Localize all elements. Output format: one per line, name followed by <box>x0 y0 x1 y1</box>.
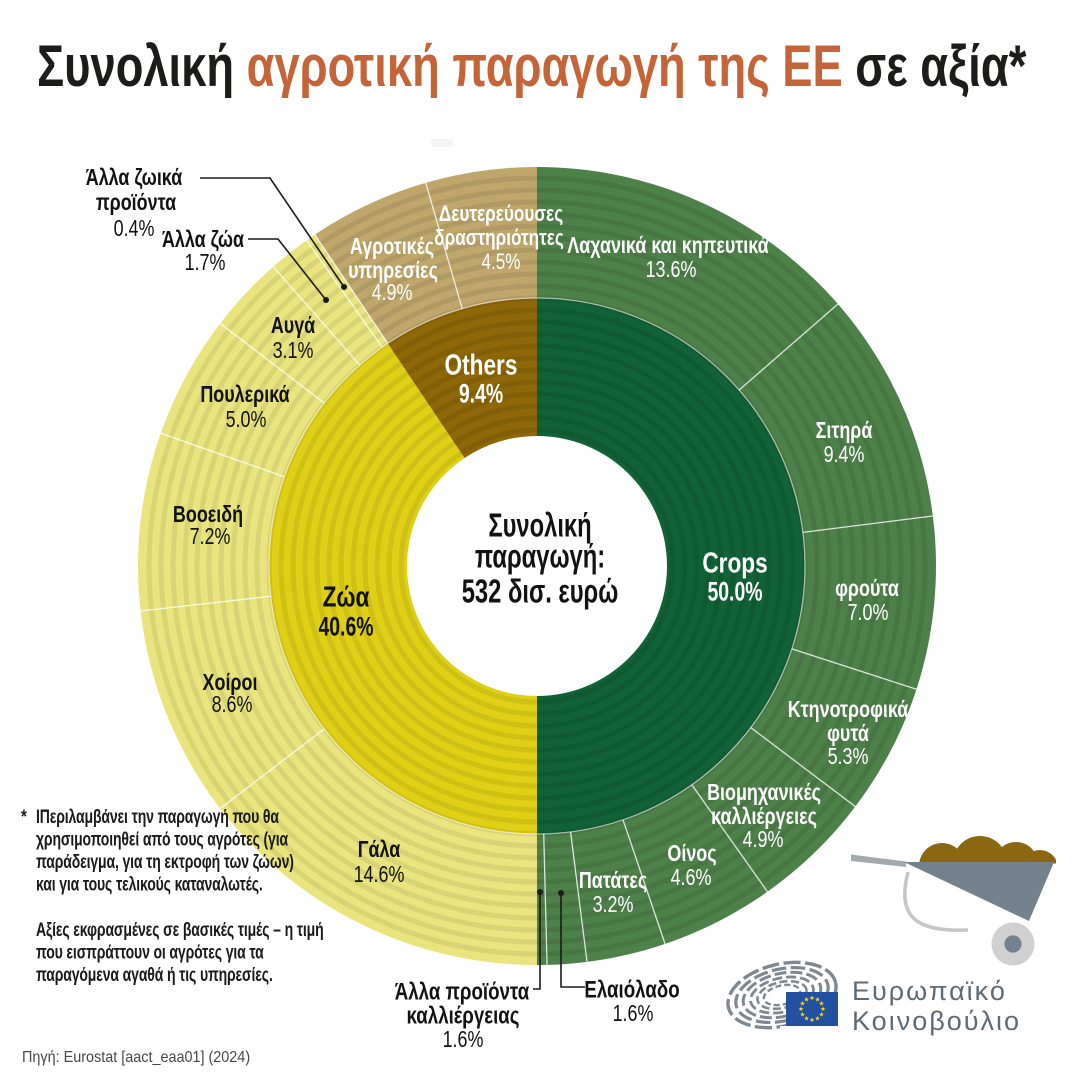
svg-text:Συνολική αγροτική παραγωγή της: Συνολική αγροτική παραγωγή της ΕΕ σε αξί… <box>37 35 1027 100</box>
svg-text:χρησιμοποιηθεί από τους αγρότε: χρησιμοποιηθεί από τους αγρότες (για <box>36 828 289 850</box>
svg-text:4.9%: 4.9% <box>743 827 784 853</box>
svg-text:Οίνος: Οίνος <box>667 841 716 867</box>
svg-text:1.6%: 1.6% <box>613 1001 654 1027</box>
svg-text:Others: Others <box>445 348 518 381</box>
svg-text:Λαχανικά και κηπευτικά: Λαχανικά και κηπευτικά <box>567 233 769 259</box>
svg-text:532 δισ. ευρώ: 532 δισ. ευρώ <box>462 574 619 611</box>
svg-text:Ευρωπαϊκό: Ευρωπαϊκό <box>852 976 1007 1006</box>
svg-text:καλλιέργειας: καλλιέργειας <box>406 1002 519 1029</box>
svg-text:8.6%: 8.6% <box>212 692 253 718</box>
svg-text:Βιομηχανικές: Βιομηχανικές <box>707 780 821 806</box>
svg-text:Αξίες εκφρασμένες σε βασικές τ: Αξίες εκφρασμένες σε βασικές τιμές – η τ… <box>36 919 323 941</box>
svg-text:ΙΠεριλαμβάνει την παραγωγή που: ΙΠεριλαμβάνει την παραγωγή που θα <box>36 806 279 828</box>
svg-text:*: * <box>21 805 27 828</box>
svg-text:καλλιέργειες: καλλιέργειες <box>711 804 817 830</box>
svg-text:Άλλα προϊόντα: Άλλα προϊόντα <box>395 978 530 1005</box>
svg-text:1.7%: 1.7% <box>185 250 226 276</box>
svg-text:φρούτα: φρούτα <box>835 576 899 602</box>
svg-text:Πηγή: Eurostat [aact_eaa01] (2: Πηγή: Eurostat [aact_eaa01] (2024) <box>22 1048 250 1066</box>
svg-text:9.4%: 9.4% <box>824 442 865 468</box>
svg-text:Ζώα: Ζώα <box>323 580 370 613</box>
svg-text:Κοινοβούλιο: Κοινοβούλιο <box>852 1006 1021 1036</box>
svg-text:5.0%: 5.0% <box>226 407 267 433</box>
svg-text:Αγροτικές: Αγροτικές <box>350 234 434 260</box>
svg-text:40.6%: 40.6% <box>318 611 373 641</box>
svg-text:4.9%: 4.9% <box>372 280 413 306</box>
svg-text:Πουλερικά: Πουλερικά <box>200 382 290 408</box>
svg-text:Χοίροι: Χοίροι <box>203 670 258 696</box>
svg-text:7.2%: 7.2% <box>190 524 231 550</box>
svg-text:50.0%: 50.0% <box>707 576 762 606</box>
svg-text:Κτηνοτροφικά: Κτηνοτροφικά <box>788 697 909 723</box>
svg-text:υπηρεσίες: υπηρεσίες <box>348 258 438 284</box>
svg-text:7.0%: 7.0% <box>848 600 889 626</box>
svg-text:4.5%: 4.5% <box>481 250 520 275</box>
svg-text:και για τους τελικούς καταναλω: και για τους τελικούς καταναλωτές. <box>36 873 263 895</box>
svg-text:Crops: Crops <box>702 546 767 579</box>
svg-text:Σιτηρά: Σιτηρά <box>816 418 873 444</box>
svg-text:1.6%: 1.6% <box>443 1027 484 1053</box>
svg-text:Αυγά: Αυγά <box>271 313 316 339</box>
svg-text:Βοοειδή: Βοοειδή <box>173 502 243 528</box>
svg-text:3.2%: 3.2% <box>593 892 634 918</box>
svg-text:4.6%: 4.6% <box>671 865 712 891</box>
svg-text:δραστηριότητες: δραστηριότητες <box>434 226 564 251</box>
svg-text:προϊόντα: προϊόντα <box>96 190 176 216</box>
svg-text:παραγόμενα αγαθά ή τις υπηρεσί: παραγόμενα αγαθά ή τις υπηρεσίες. <box>36 964 273 986</box>
svg-text:14.6%: 14.6% <box>354 862 405 888</box>
svg-text:9.4%: 9.4% <box>459 378 503 408</box>
svg-text:Δευτερεύουσες: Δευτερεύουσες <box>439 202 563 227</box>
svg-text:0.4%: 0.4% <box>114 216 155 242</box>
svg-text:Συνολική: Συνολική <box>488 508 591 545</box>
svg-text:Άλλα ζωικά: Άλλα ζωικά <box>86 165 183 191</box>
svg-text:παραγωγή:: παραγωγή: <box>475 539 605 576</box>
svg-text:Άλλα ζώα: Άλλα ζώα <box>162 227 244 253</box>
svg-text:Γάλα: Γάλα <box>358 837 401 863</box>
svg-text:3.1%: 3.1% <box>273 338 314 364</box>
svg-text:Πατάτες: Πατάτες <box>579 868 647 894</box>
svg-text:παράδειγμα, για τη εκτροφή των: παράδειγμα, για τη εκτροφή των ζώων) <box>36 851 294 873</box>
svg-text:φυτά: φυτά <box>827 721 869 747</box>
svg-text:που εισπράττουν οι αγρότες για: που εισπράττουν οι αγρότες για τα <box>36 941 264 963</box>
svg-text:Ελαιόλαδο: Ελαιόλαδο <box>584 976 679 1003</box>
svg-text:5.3%: 5.3% <box>828 744 869 770</box>
svg-text:13.6%: 13.6% <box>646 257 697 283</box>
